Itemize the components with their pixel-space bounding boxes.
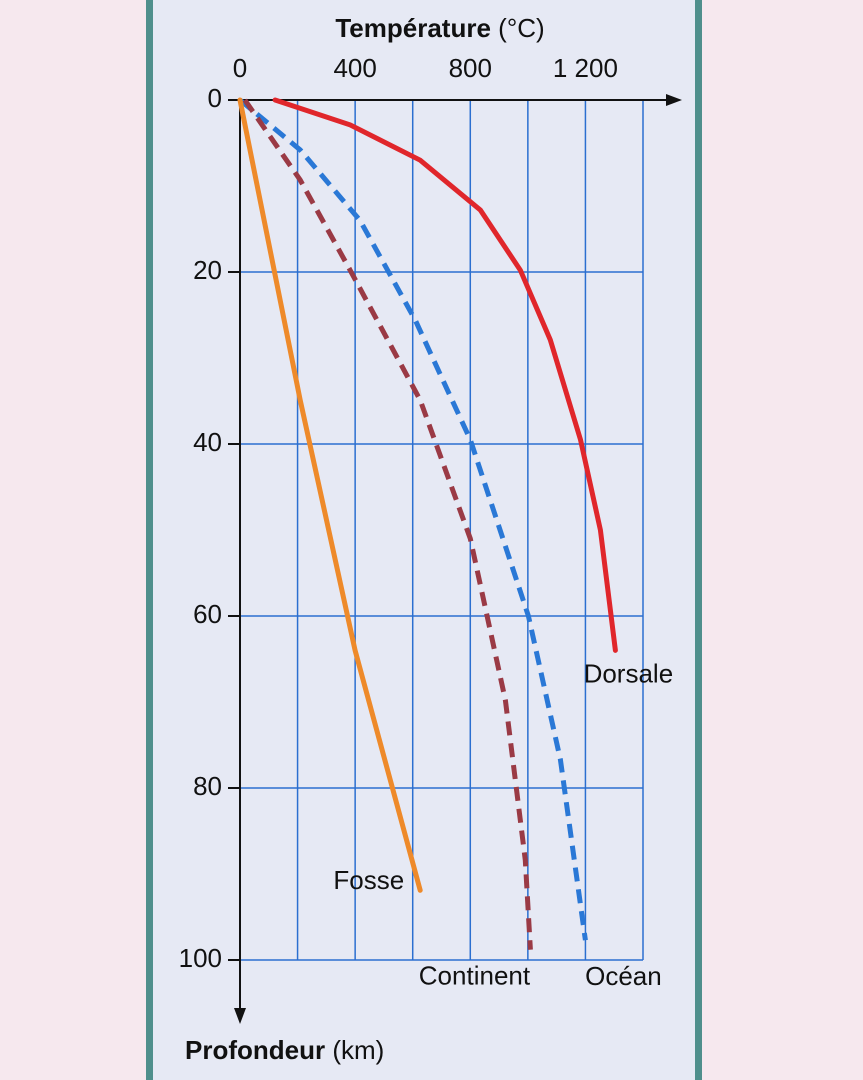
x-tick-label: 0 — [233, 53, 247, 83]
x-tick-label: 1 200 — [553, 53, 618, 83]
panel-border — [146, 0, 153, 1080]
y-axis-label: Profondeur — [185, 1035, 325, 1065]
y-axis-title: Profondeur (km) — [185, 1035, 384, 1065]
x-tick-label: 400 — [333, 53, 376, 83]
series-label: Fosse — [333, 865, 404, 895]
series-line — [272, 97, 618, 653]
x-axis-unit: (°C) — [498, 13, 545, 43]
x-axis-title: Température (°C) — [335, 13, 544, 43]
panel — [150, 0, 698, 1080]
y-axis-unit: (km) — [332, 1035, 384, 1065]
series-label: Dorsale — [584, 658, 674, 688]
y-axis-arrow — [234, 1008, 246, 1024]
series-label: Continent — [419, 961, 531, 991]
series-line — [237, 97, 423, 893]
y-tick-label: 0 — [208, 83, 222, 113]
series-line — [238, 98, 588, 941]
series-line — [242, 98, 533, 950]
x-axis-arrow — [666, 94, 682, 106]
grid — [239, 100, 644, 961]
panel-border — [695, 0, 702, 1080]
series-label: Océan — [585, 961, 662, 991]
x-tick-label: 800 — [449, 53, 492, 83]
y-tick-label: 80 — [193, 771, 222, 801]
y-tick-label: 60 — [193, 599, 222, 629]
y-tick-label: 100 — [179, 943, 222, 973]
x-axis-label: Température — [335, 13, 491, 43]
y-tick-label: 20 — [193, 255, 222, 285]
y-tick-label: 40 — [193, 427, 222, 457]
